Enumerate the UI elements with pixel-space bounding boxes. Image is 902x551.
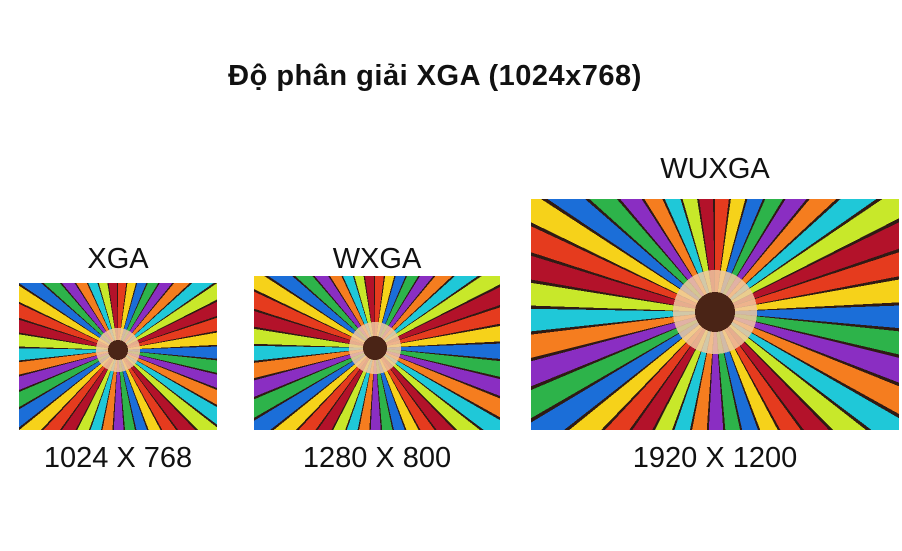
xga-resolution: 1024 X 768 — [43, 442, 193, 474]
wuxga-pencils-image — [531, 199, 899, 430]
wxga-label: WXGA — [332, 243, 422, 275]
wuxga-label: WUXGA — [660, 153, 770, 185]
xga-pencils-image — [19, 283, 217, 430]
wxga-resolution: 1280 X 800 — [302, 442, 452, 474]
wxga-pencils-image — [254, 276, 500, 430]
wuxga-resolution: 1920 X 1200 — [632, 442, 798, 474]
page-title: Độ phân giải XGA (1024x768) — [228, 60, 642, 92]
xga-label: XGA — [87, 243, 149, 275]
